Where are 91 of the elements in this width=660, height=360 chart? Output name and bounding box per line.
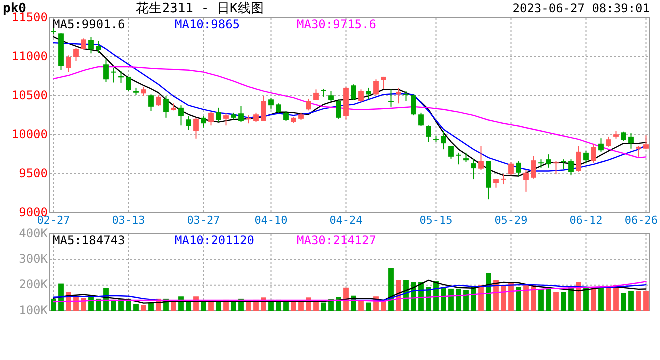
line-series (53, 66, 647, 159)
candlestick (328, 90, 334, 102)
y-tick-label: 100K (19, 303, 49, 318)
candlestick (396, 87, 402, 104)
candlestick (568, 159, 574, 176)
candlestick (448, 146, 454, 160)
candlestick (538, 159, 544, 168)
candlestick (508, 162, 514, 176)
x-tick-label: 03-13 (112, 214, 146, 228)
candlestick (434, 136, 439, 143)
candlestick (464, 152, 469, 163)
candlestick (314, 89, 319, 101)
candlestick (606, 136, 612, 148)
candlestick (178, 105, 184, 126)
candlestick (306, 98, 312, 112)
candlestick (478, 146, 484, 171)
candlestick (351, 84, 356, 101)
candlestick (636, 146, 642, 158)
candlestick (388, 89, 394, 108)
candlestick (111, 67, 116, 84)
text: 2023-06-27 08:39:01 (512, 1, 650, 16)
candlestick (426, 125, 432, 143)
text: MA5:184743 (53, 233, 126, 248)
candlestick (584, 150, 589, 164)
x-tick-label: 05-29 (494, 214, 528, 228)
candlestick (561, 159, 566, 170)
x-tick-label: 04-10 (254, 214, 288, 228)
y-tick-label: 400K (19, 226, 49, 240)
candlestick (126, 76, 132, 92)
candlestick (418, 112, 424, 127)
candlestick (208, 112, 214, 126)
text: MA30:9715.6 (297, 17, 376, 32)
y-tick-label: 10000 (12, 127, 48, 142)
candlestick (628, 132, 634, 150)
y-tick-label: 11000 (12, 49, 48, 64)
text: MA10:201120 (175, 233, 254, 248)
candlestick (74, 48, 79, 62)
chart-title: 花生2311 - 日K线图 (136, 2, 264, 17)
candlestick (336, 99, 342, 120)
candlestick (186, 116, 192, 131)
candlestick (96, 40, 102, 54)
candlestick (644, 135, 649, 150)
candlestick (411, 94, 416, 116)
candlestick (358, 89, 364, 103)
candlestick (164, 96, 169, 118)
candlestick (238, 106, 244, 123)
y-tick-label: 9500 (19, 166, 48, 180)
y-tick-label: 10500 (12, 88, 48, 102)
candlestick (591, 143, 596, 164)
series-label: MA5:9901.6 (53, 17, 126, 32)
text: MA30:214127 (297, 233, 376, 248)
candlestick (441, 130, 446, 150)
x-tick-label: 06-12 (570, 214, 603, 228)
candlestick (524, 170, 529, 192)
candlestick (148, 94, 154, 112)
text: MA10:9865 (175, 17, 240, 32)
candlestick (66, 55, 72, 73)
candlestick (141, 86, 146, 97)
candlestick (156, 95, 162, 107)
candlestick (554, 160, 559, 176)
candlestick (576, 146, 582, 172)
candlestick (104, 59, 109, 83)
x-tick-label: 04-24 (330, 214, 364, 228)
candlestick (531, 156, 536, 180)
candlestick (201, 116, 206, 128)
candlestick (471, 159, 476, 180)
candlestick (284, 110, 289, 122)
candlestick (366, 87, 372, 100)
candlestick (501, 174, 506, 186)
y-tick-label: 300K (19, 252, 49, 266)
candlestick (261, 96, 266, 122)
candlestick (546, 154, 552, 168)
candlestick (254, 112, 259, 123)
candlestick (194, 117, 199, 140)
candlestick (268, 97, 274, 110)
candlestick (621, 131, 626, 142)
candlestick (516, 160, 522, 177)
candlestick (224, 113, 229, 126)
candlestick (404, 90, 409, 102)
candlestick (381, 76, 386, 90)
x-tick-label: 05-15 (420, 214, 453, 228)
candlestick (456, 152, 462, 166)
candlestick (81, 38, 86, 50)
candlestick (216, 107, 222, 123)
candlestick (374, 79, 379, 96)
candlestick (88, 36, 94, 54)
candlestick (276, 103, 282, 114)
x-tick-label: 03-27 (187, 214, 220, 228)
y-tick-label: 200K (19, 278, 49, 292)
candlestick (598, 138, 604, 152)
x-tick-label: 06-26 (624, 214, 658, 228)
